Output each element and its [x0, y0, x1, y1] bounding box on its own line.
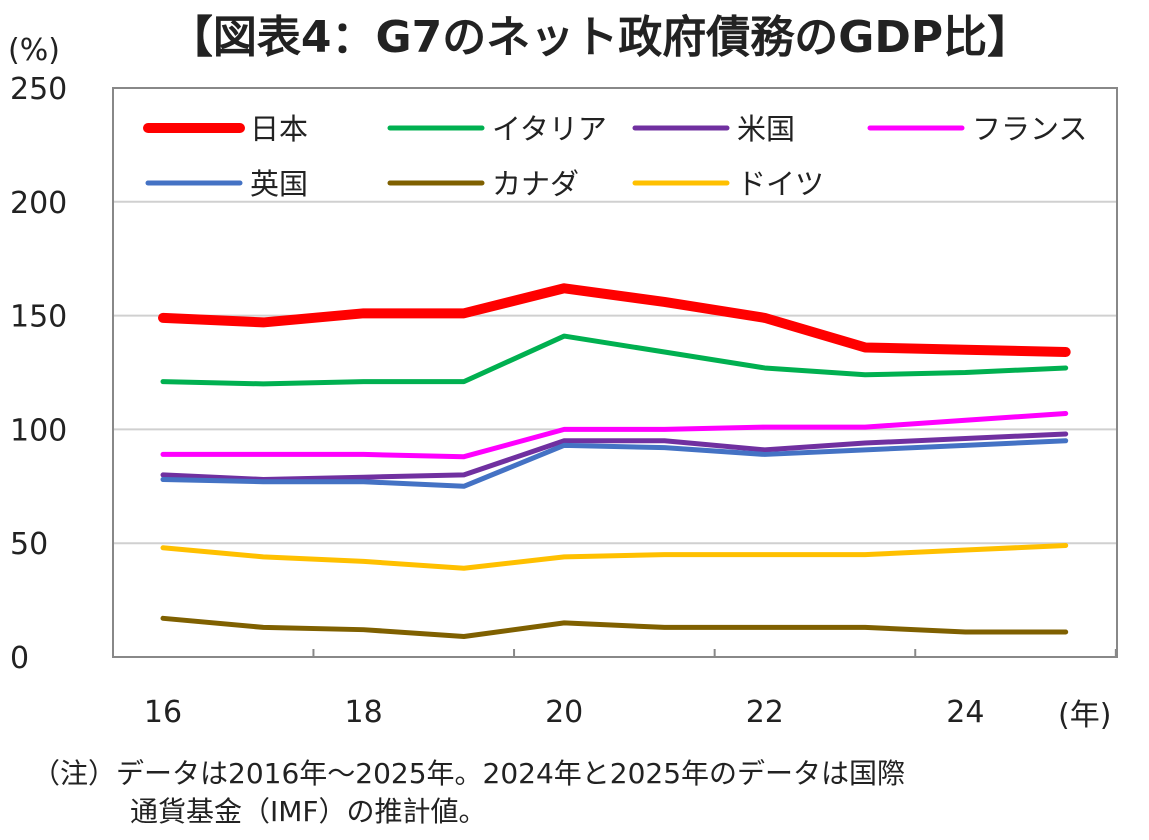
footnote-line-2: 通貨基金（IMF）の推計値。	[130, 795, 487, 828]
plot-area-border	[112, 87, 1118, 658]
x-tick-label: 16	[144, 695, 182, 730]
series-line-5	[160, 438, 1069, 489]
footnote-line-1: （注）データは2016年～2025年。2024年と2025年のデータは国際	[32, 757, 906, 790]
y-tick-label: 150	[10, 300, 67, 335]
series-line-7	[160, 542, 1069, 571]
x-tick-label: 18	[345, 695, 383, 730]
y-axis-label: (%)	[8, 33, 60, 68]
series-line-3	[160, 431, 1069, 482]
legend-label: 英国	[250, 167, 308, 201]
x-tick-label: 20	[545, 695, 583, 730]
legend-label: フランス	[972, 112, 1087, 146]
chart-title: 【図表4：G7のネット政府債務のGDP比】	[169, 12, 1031, 63]
y-tick-label: 200	[10, 186, 67, 221]
legend-label: ドイツ	[737, 167, 824, 201]
series-line-6	[160, 615, 1069, 640]
legend-label: イタリア	[492, 112, 607, 146]
x-axis-label: (年)	[1058, 698, 1111, 733]
y-tick-label: 50	[10, 527, 48, 562]
legend-label: カナダ	[492, 167, 579, 201]
series-line-1	[158, 283, 1071, 358]
x-tick-label: 22	[746, 695, 784, 730]
legend-label: 日本	[250, 112, 308, 146]
y-tick-label: 0	[10, 641, 29, 676]
series-line-4	[160, 410, 1069, 460]
y-tick-label: 250	[10, 72, 67, 107]
line-chart: 【図表4：G7のネット政府債務のGDP比】 (%) (年) 0 50 100 150 2…	[8, 12, 1118, 733]
x-tick-label: 24	[946, 695, 984, 730]
legend-label: 米国	[737, 112, 795, 146]
y-tick-label: 100	[10, 413, 67, 448]
series-line-2	[160, 333, 1069, 387]
